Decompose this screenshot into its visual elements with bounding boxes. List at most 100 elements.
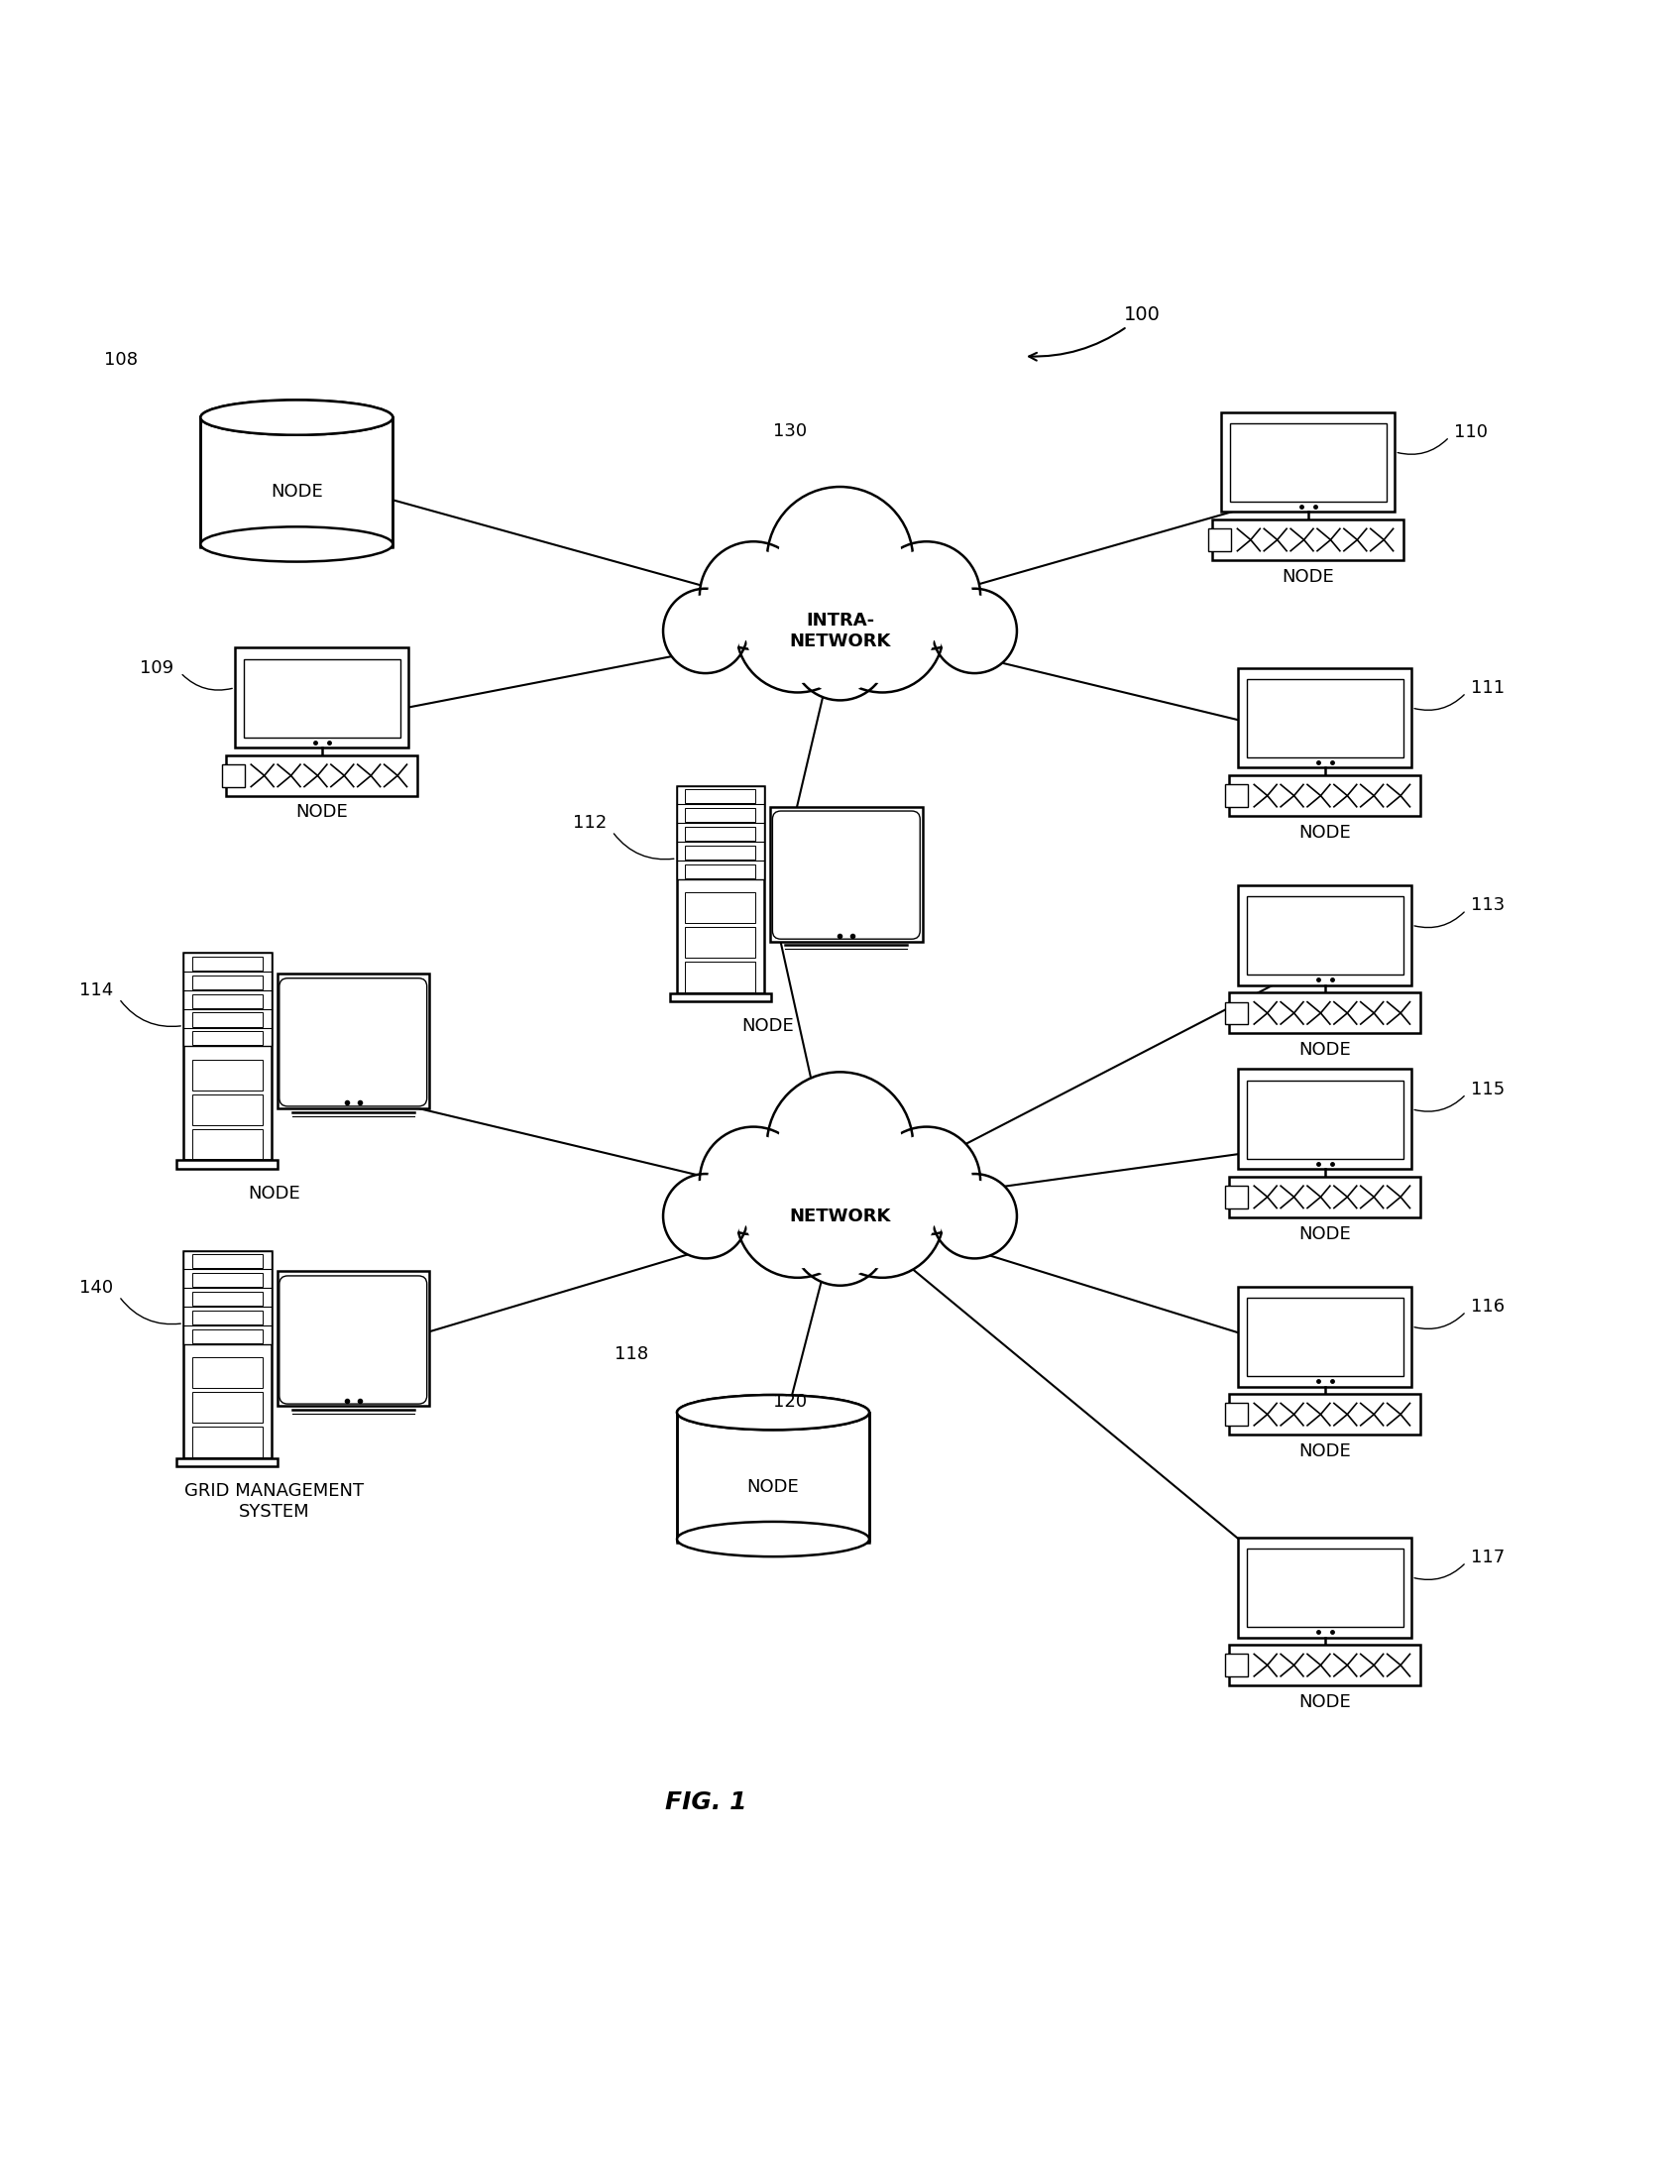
FancyBboxPatch shape (192, 1254, 262, 1269)
FancyBboxPatch shape (685, 788, 756, 804)
FancyBboxPatch shape (670, 994, 771, 1002)
FancyBboxPatch shape (235, 649, 408, 747)
Circle shape (800, 612, 880, 692)
Circle shape (736, 570, 858, 692)
FancyBboxPatch shape (176, 1160, 277, 1168)
FancyBboxPatch shape (1230, 1177, 1420, 1216)
FancyBboxPatch shape (773, 810, 921, 939)
Text: 108: 108 (104, 352, 138, 369)
FancyBboxPatch shape (192, 1328, 262, 1343)
Circle shape (664, 1173, 748, 1258)
FancyBboxPatch shape (1225, 784, 1248, 806)
Text: 140: 140 (79, 1280, 113, 1297)
FancyBboxPatch shape (1225, 1002, 1248, 1024)
Circle shape (736, 1155, 858, 1278)
Text: NODE: NODE (296, 804, 348, 821)
FancyBboxPatch shape (192, 1391, 262, 1422)
FancyBboxPatch shape (277, 974, 428, 1109)
FancyBboxPatch shape (192, 1094, 262, 1125)
Text: 109: 109 (139, 660, 175, 677)
Circle shape (932, 590, 1016, 673)
FancyBboxPatch shape (183, 952, 270, 1160)
FancyBboxPatch shape (677, 1413, 869, 1542)
FancyBboxPatch shape (685, 865, 756, 878)
FancyBboxPatch shape (685, 893, 756, 924)
Text: NODE: NODE (1299, 1693, 1351, 1710)
Circle shape (791, 1190, 889, 1286)
FancyBboxPatch shape (677, 786, 764, 880)
Circle shape (932, 1173, 1016, 1258)
Circle shape (872, 1127, 981, 1234)
Circle shape (664, 590, 748, 673)
FancyBboxPatch shape (222, 764, 245, 786)
Circle shape (830, 1164, 934, 1269)
Circle shape (699, 1127, 808, 1234)
FancyBboxPatch shape (769, 806, 922, 941)
FancyBboxPatch shape (277, 1271, 428, 1406)
Circle shape (707, 550, 800, 642)
Text: 130: 130 (773, 422, 806, 441)
FancyBboxPatch shape (279, 978, 427, 1107)
Circle shape (707, 1136, 800, 1227)
FancyBboxPatch shape (1238, 1286, 1411, 1387)
FancyBboxPatch shape (183, 1251, 270, 1459)
FancyBboxPatch shape (192, 957, 262, 970)
Circle shape (791, 605, 889, 701)
Ellipse shape (200, 400, 393, 435)
Text: 100: 100 (1028, 306, 1161, 360)
Circle shape (800, 1197, 880, 1278)
FancyBboxPatch shape (685, 828, 756, 841)
FancyBboxPatch shape (1230, 994, 1420, 1033)
Text: NODE: NODE (1299, 823, 1351, 841)
Text: NODE: NODE (741, 1018, 793, 1035)
FancyBboxPatch shape (192, 1031, 262, 1046)
Ellipse shape (677, 1396, 869, 1431)
FancyBboxPatch shape (1247, 679, 1403, 758)
Text: 115: 115 (1470, 1081, 1504, 1099)
Ellipse shape (200, 400, 393, 435)
Circle shape (669, 1179, 741, 1251)
Text: 112: 112 (573, 815, 606, 832)
FancyBboxPatch shape (192, 994, 262, 1009)
Circle shape (939, 1179, 1011, 1251)
FancyBboxPatch shape (1230, 424, 1386, 502)
Circle shape (880, 1136, 973, 1227)
Circle shape (830, 579, 934, 684)
FancyBboxPatch shape (244, 660, 400, 738)
Text: NETWORK: NETWORK (790, 1208, 890, 1225)
Ellipse shape (677, 1522, 869, 1557)
FancyBboxPatch shape (1238, 1538, 1411, 1638)
FancyBboxPatch shape (1230, 775, 1420, 817)
Circle shape (746, 579, 850, 684)
Text: NODE: NODE (270, 483, 323, 500)
FancyBboxPatch shape (685, 928, 756, 957)
Text: NODE: NODE (1282, 568, 1334, 585)
FancyBboxPatch shape (183, 1251, 270, 1343)
Circle shape (699, 542, 808, 649)
Circle shape (880, 550, 973, 642)
FancyBboxPatch shape (192, 1310, 262, 1324)
Text: 113: 113 (1470, 895, 1504, 915)
FancyBboxPatch shape (1247, 1548, 1403, 1627)
Text: NODE: NODE (1299, 1042, 1351, 1059)
FancyBboxPatch shape (685, 961, 756, 992)
FancyBboxPatch shape (1247, 1297, 1403, 1376)
Text: 120: 120 (773, 1393, 806, 1411)
Circle shape (822, 1155, 944, 1278)
FancyBboxPatch shape (1225, 1653, 1248, 1677)
FancyBboxPatch shape (685, 808, 756, 821)
FancyBboxPatch shape (192, 1059, 262, 1090)
FancyBboxPatch shape (192, 1129, 262, 1160)
FancyBboxPatch shape (1208, 529, 1231, 550)
FancyBboxPatch shape (192, 1273, 262, 1286)
Text: 111: 111 (1470, 679, 1504, 697)
FancyBboxPatch shape (1225, 1186, 1248, 1208)
FancyBboxPatch shape (192, 976, 262, 989)
FancyBboxPatch shape (192, 1358, 262, 1387)
FancyBboxPatch shape (1247, 1081, 1403, 1160)
FancyBboxPatch shape (685, 845, 756, 860)
Text: 110: 110 (1453, 424, 1487, 441)
Text: NODE: NODE (748, 1479, 800, 1496)
FancyBboxPatch shape (227, 756, 417, 795)
Text: GRID MANAGEMENT
SYSTEM: GRID MANAGEMENT SYSTEM (185, 1483, 365, 1520)
